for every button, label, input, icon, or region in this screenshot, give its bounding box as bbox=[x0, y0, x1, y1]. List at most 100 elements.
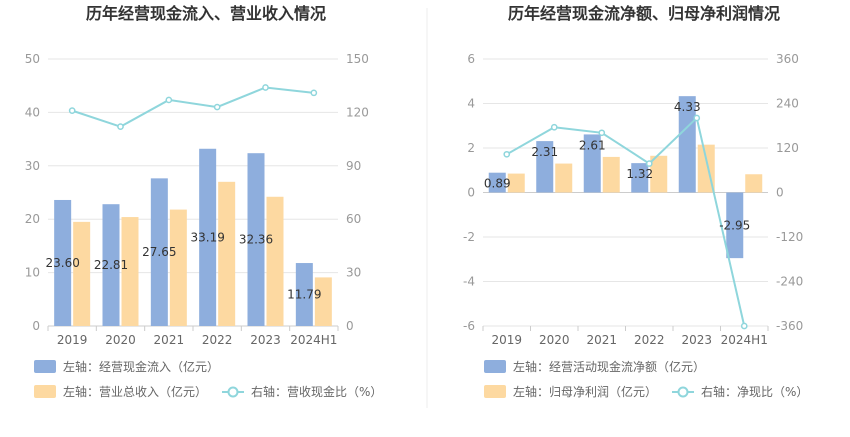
ratio-line-point bbox=[740, 322, 748, 330]
bar-primary bbox=[726, 192, 744, 259]
bar-secondary bbox=[218, 181, 236, 326]
right-axis-tick-label: 120 bbox=[346, 105, 369, 119]
bar-secondary bbox=[121, 217, 139, 326]
right-axis-tick-label: -240 bbox=[776, 275, 803, 289]
legend-swatch-bar bbox=[34, 360, 56, 373]
ratio-line-point bbox=[550, 123, 558, 131]
bar-primary bbox=[295, 263, 313, 326]
legend-label: 右轴：营收现金比（%） bbox=[251, 384, 382, 399]
legend-swatch-bar bbox=[484, 385, 506, 398]
bar-primary bbox=[678, 96, 696, 193]
bar-data-label: 4.33 bbox=[674, 100, 701, 114]
bar-data-label: 1.32 bbox=[626, 167, 653, 181]
bar-data-label: 33.19 bbox=[190, 230, 224, 244]
ratio-line-point bbox=[693, 114, 701, 122]
left-axis-tick-label: -4 bbox=[463, 275, 475, 289]
right-axis-tick-label: 0 bbox=[776, 186, 784, 200]
bar-primary bbox=[247, 153, 265, 326]
chart-title: 历年经营现金流入、营业收入情况 bbox=[86, 4, 326, 23]
bar-primary bbox=[631, 163, 649, 193]
x-axis-tick-label: 2024H1 bbox=[290, 333, 337, 347]
ratio-line bbox=[71, 86, 314, 128]
right-axis-tick-label: 30 bbox=[346, 266, 361, 280]
right-axis-tick-label: 120 bbox=[776, 141, 799, 155]
left-axis-tick-label: 0 bbox=[467, 186, 475, 200]
bar-secondary bbox=[169, 209, 187, 326]
ratio-line-point bbox=[645, 160, 653, 167]
bar-secondary bbox=[266, 196, 284, 326]
bar-primary bbox=[54, 199, 72, 326]
chart-panel-1: 历年经营现金流入、营业收入情况 0 10 20 30 40 50 0 30 60 90 120 150 2… bbox=[25, 4, 383, 399]
bar-data-label: 2.61 bbox=[579, 138, 606, 152]
legend-label: 左轴：经营现金流入（亿元） bbox=[63, 359, 219, 374]
bar-data-label: 23.60 bbox=[45, 256, 79, 270]
ratio-line-point bbox=[213, 103, 221, 111]
legend-swatch-marker bbox=[677, 386, 689, 398]
left-axis-tick-label: -6 bbox=[463, 319, 475, 333]
x-axis-tick-label: 2023 bbox=[681, 333, 712, 347]
legend-swatch-bar bbox=[484, 360, 506, 373]
bar-data-label: 27.65 bbox=[142, 245, 176, 259]
x-axis-tick-label: 2019 bbox=[491, 333, 522, 347]
x-axis-tick-label: 2019 bbox=[57, 333, 88, 347]
chart-title: 历年经营现金流净额、归母净利润情况 bbox=[508, 4, 780, 23]
legend-swatch-bar bbox=[34, 385, 56, 398]
left-axis-tick-label: -2 bbox=[463, 230, 475, 244]
right-axis-tick-label: 0 bbox=[346, 319, 354, 333]
bar-secondary bbox=[73, 221, 91, 326]
legend: 左轴：经营现金流入（亿元） 左轴：营业总收入（亿元） 右轴：营收现金比（%） bbox=[34, 359, 382, 399]
legend: 左轴：经营活动现金流净额（亿元） 左轴：归母净利润（亿元） 右轴：净现比（%） bbox=[484, 359, 808, 399]
right-axis-tick-label: 60 bbox=[346, 212, 361, 226]
ratio-line-point bbox=[117, 123, 124, 130]
x-axis-tick-label: 2022 bbox=[634, 333, 665, 347]
bar-secondary bbox=[602, 156, 620, 193]
right-axis-tick-label: 360 bbox=[776, 52, 799, 66]
bar-secondary bbox=[745, 174, 763, 193]
chart-panel-2: 历年经营现金流净额、归母净利润情况 -6 -4 -2 0 2 4 6 -360 -240 -120 0… bbox=[463, 4, 808, 399]
bar-data-label: 0.89 bbox=[484, 177, 511, 191]
left-axis-tick-label: 4 bbox=[467, 97, 475, 111]
x-axis-tick-label: 2020 bbox=[539, 333, 570, 347]
legend-label: 左轴：经营活动现金流净额（亿元） bbox=[513, 359, 705, 374]
left-axis-tick-label: 10 bbox=[25, 266, 40, 280]
left-axis-tick-label: 30 bbox=[25, 159, 40, 173]
bar-secondary bbox=[314, 277, 332, 326]
x-axis-tick-label: 2022 bbox=[202, 333, 233, 347]
ratio-line-point bbox=[262, 84, 269, 91]
bar-secondary bbox=[555, 163, 573, 193]
right-axis-tick-label: 240 bbox=[776, 97, 799, 111]
ratio-line-point bbox=[310, 89, 318, 97]
legend-label: 左轴：营业总收入（亿元） bbox=[63, 384, 207, 399]
ratio-line-point bbox=[598, 129, 606, 137]
right-axis-tick-label: -360 bbox=[776, 319, 803, 333]
ratio-line-point bbox=[68, 107, 76, 114]
x-axis-tick-label: 2020 bbox=[105, 333, 136, 347]
bar-data-label: -2.95 bbox=[719, 218, 750, 232]
left-axis-tick-label: 0 bbox=[32, 319, 40, 333]
bar-primary bbox=[102, 204, 120, 326]
legend-swatch-marker bbox=[227, 386, 239, 398]
x-axis-tick-label: 2021 bbox=[586, 333, 617, 347]
ratio-line bbox=[506, 116, 746, 327]
bar-primary bbox=[536, 141, 554, 193]
x-axis-tick-label: 2023 bbox=[250, 333, 281, 347]
right-axis-tick-label: 150 bbox=[346, 52, 369, 66]
right-axis-tick-label: -120 bbox=[776, 230, 803, 244]
bar-data-label: 22.81 bbox=[94, 258, 128, 272]
bar-data-label: 32.36 bbox=[239, 233, 273, 247]
bar-secondary bbox=[507, 173, 525, 193]
legend-label: 右轴：净现比（%） bbox=[701, 384, 808, 399]
left-axis-tick-label: 20 bbox=[25, 212, 40, 226]
bar-primary bbox=[150, 178, 168, 326]
left-axis-tick-label: 50 bbox=[25, 52, 40, 66]
left-axis-tick-label: 2 bbox=[467, 141, 475, 155]
x-axis-tick-label: 2024H1 bbox=[721, 333, 768, 347]
bar-data-label: 11.79 bbox=[287, 288, 321, 302]
left-axis-tick-label: 6 bbox=[467, 52, 475, 66]
left-axis-tick-label: 40 bbox=[25, 105, 40, 119]
ratio-line-point bbox=[165, 96, 173, 104]
x-axis-tick-label: 2021 bbox=[154, 333, 185, 347]
right-axis-tick-label: 90 bbox=[346, 159, 361, 173]
bar-data-label: 2.31 bbox=[531, 145, 558, 159]
